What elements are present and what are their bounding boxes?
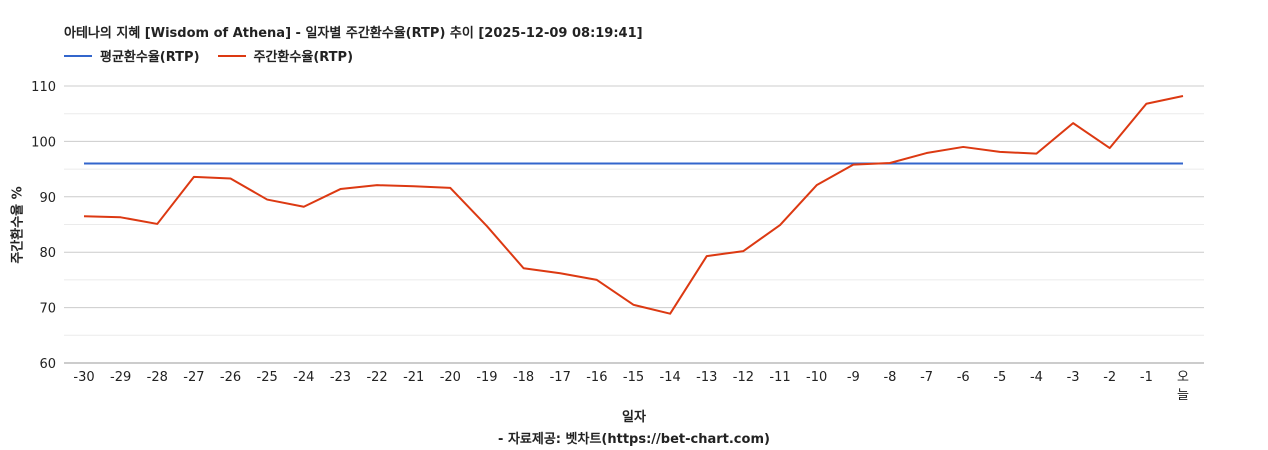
x-tick-label: -24 bbox=[293, 370, 314, 385]
x-tick-label: -19 bbox=[476, 370, 497, 385]
x-tick-label: -15 bbox=[623, 370, 644, 385]
x-tick-label: -29 bbox=[110, 370, 131, 385]
x-tick-label: -12 bbox=[733, 370, 754, 385]
x-tick-label: -4 bbox=[1030, 370, 1043, 385]
x-tick-label: -17 bbox=[550, 370, 571, 385]
x-tick-label: -16 bbox=[586, 370, 607, 385]
x-tick-label: -23 bbox=[330, 370, 351, 385]
series-line-weekly bbox=[83, 94, 1184, 315]
legend: 평균환수율(RTP) 주간환수율(RTP) bbox=[64, 46, 353, 65]
x-axis-label: 일자 bbox=[622, 410, 646, 425]
x-tick-label: 늘 bbox=[1177, 388, 1189, 403]
x-tick-label: -21 bbox=[403, 370, 424, 385]
x-tick-label: -22 bbox=[366, 370, 387, 385]
y-tick-label: 100 bbox=[31, 135, 56, 150]
x-tick-label: -10 bbox=[806, 370, 827, 385]
x-tick-label: -25 bbox=[257, 370, 278, 385]
legend-swatch-average bbox=[64, 54, 92, 57]
x-tick-label: -7 bbox=[920, 370, 933, 385]
y-tick-label: 70 bbox=[39, 302, 56, 317]
x-tick-label: -14 bbox=[660, 370, 681, 385]
x-tick-label: -11 bbox=[769, 370, 790, 385]
x-tick-label: -6 bbox=[957, 370, 970, 385]
x-tick-label: -26 bbox=[220, 370, 241, 385]
x-tick-label: -13 bbox=[696, 370, 717, 385]
x-tick-label: -9 bbox=[847, 370, 860, 385]
chart-title: 아테나의 지혜 [Wisdom of Athena] - 일자별 주간환수율(R… bbox=[64, 26, 643, 41]
y-tick-label: 60 bbox=[39, 357, 56, 372]
x-tick-label: 오 bbox=[1177, 370, 1189, 385]
x-tick-label: -28 bbox=[147, 370, 168, 385]
credit-text: - 자료제공: 벳차트(https://bet-chart.com) bbox=[498, 432, 770, 447]
x-tick-label: -1 bbox=[1140, 370, 1153, 385]
x-tick-label: -30 bbox=[73, 370, 94, 385]
x-tick-label: -2 bbox=[1103, 370, 1116, 385]
x-tick-label: -20 bbox=[440, 370, 461, 385]
legend-item-weekly[interactable]: 주간환수율(RTP) bbox=[217, 46, 354, 65]
x-tick-label: -27 bbox=[183, 370, 204, 385]
legend-label-weekly: 주간환수율(RTP) bbox=[253, 50, 354, 65]
x-tick-label: -5 bbox=[993, 370, 1006, 385]
legend-item-average[interactable]: 평균환수율(RTP) bbox=[64, 46, 200, 65]
y-tick-label: 80 bbox=[39, 246, 56, 261]
legend-swatch-weekly bbox=[217, 54, 246, 57]
y-tick-label: 110 bbox=[31, 80, 56, 95]
x-tick-label: -8 bbox=[883, 370, 896, 385]
x-tick-label: -18 bbox=[513, 370, 534, 385]
x-tick-label: -3 bbox=[1067, 370, 1080, 385]
legend-label-average: 평균환수율(RTP) bbox=[100, 50, 200, 65]
y-tick-label: 90 bbox=[39, 191, 56, 206]
